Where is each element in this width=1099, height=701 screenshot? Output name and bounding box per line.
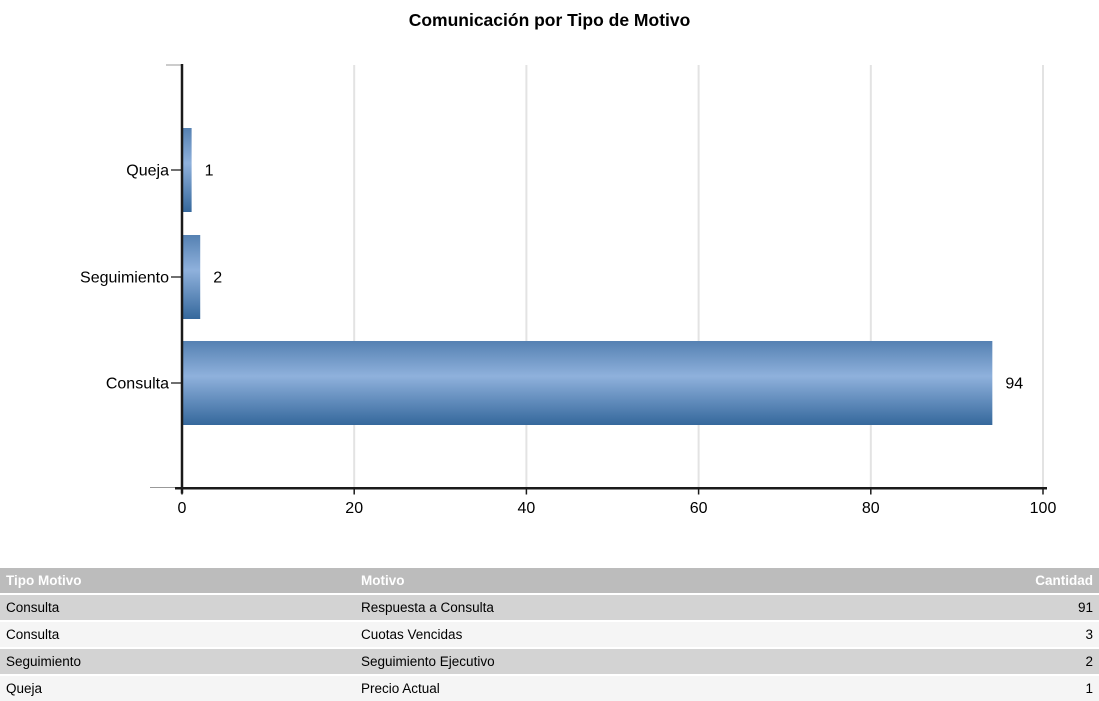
column-header-cantidad: Cantidad <box>855 568 1099 593</box>
x-tick-label: 20 <box>345 500 363 517</box>
table-cell: 3 <box>855 622 1099 647</box>
x-tick-label: 60 <box>690 500 708 517</box>
bar-value-label: 94 <box>1005 376 1023 393</box>
table-cell: Queja <box>0 676 355 701</box>
table-header: Tipo Motivo Motivo Cantidad <box>0 568 1099 593</box>
x-tick-label: 100 <box>1030 500 1057 517</box>
bar-value-label: 1 <box>205 163 214 180</box>
table-cell: Consulta <box>0 622 355 647</box>
bar <box>183 235 201 319</box>
table-cell: Respuesta a Consulta <box>355 595 855 620</box>
x-tick-label: 80 <box>862 500 880 517</box>
table-cell: 1 <box>855 676 1099 701</box>
bar <box>183 341 993 425</box>
column-header-motivo: Motivo <box>355 568 855 593</box>
column-header-tipo-motivo: Tipo Motivo <box>0 568 355 593</box>
table-body: Consulta Respuesta a Consulta 91 Consulta Cu… <box>0 595 1099 701</box>
table-row: Consulta Respuesta a Consulta 91 <box>0 595 1099 620</box>
category-label: Consulta <box>106 376 169 393</box>
table-cell: Cuotas Vencidas <box>355 622 855 647</box>
table-row: Consulta Cuotas Vencidas 3 <box>0 622 1099 647</box>
bar <box>183 128 192 212</box>
table-cell: Seguimiento Ejecutivo <box>355 649 855 674</box>
table-cell: 91 <box>855 595 1099 620</box>
table-cell: Precio Actual <box>355 676 855 701</box>
chart-title: Comunicación por Tipo de Motivo <box>408 10 691 30</box>
x-tick-label: 40 <box>518 500 536 517</box>
bar-chart: 1 Queja 2 Seguimiento 94 Consulta 0 20 40 60 80 100 <box>80 64 1057 517</box>
table-row: Queja Precio Actual 1 <box>0 676 1099 701</box>
category-label: Seguimiento <box>80 270 169 287</box>
bar-value-label: 2 <box>213 270 222 287</box>
category-label: Queja <box>126 163 169 180</box>
table-cell: Consulta <box>0 595 355 620</box>
x-tick-label: 0 <box>178 500 187 517</box>
table-cell: Seguimiento <box>0 649 355 674</box>
motivo-table: Tipo Motivo Motivo Cantidad Consulta Respue… <box>0 566 1099 701</box>
table-row: Seguimiento Seguimiento Ejecutivo 2 <box>0 649 1099 674</box>
table-header-row: Tipo Motivo Motivo Cantidad <box>0 568 1099 593</box>
table-cell: 2 <box>855 649 1099 674</box>
